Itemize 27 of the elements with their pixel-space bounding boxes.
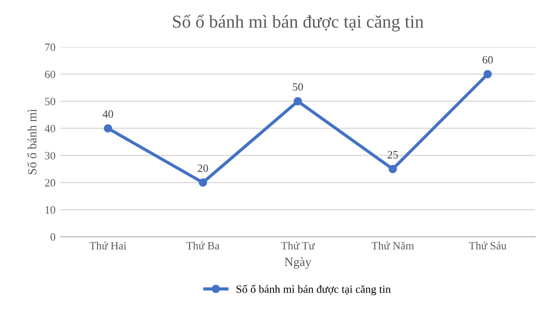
chart-title: Số ổ bánh mì bán được tại căng tin: [173, 14, 424, 32]
legend-label: Số ổ bánh mì bán được tại căng tin: [236, 284, 391, 296]
y-tick-label: 70: [45, 44, 56, 52]
y-tick-label: 60: [45, 70, 56, 78]
x-tick-label: Thứ Sáu: [468, 242, 506, 250]
point: [484, 70, 492, 78]
y-axis-title: Số ổ bánh mì: [27, 109, 36, 174]
y-tick-label: 20: [45, 179, 56, 187]
data-label: 25: [388, 150, 398, 158]
data-label: 40: [102, 110, 114, 118]
x-tick-label: Thứ Ba: [186, 242, 220, 250]
y-tick-label: 10: [46, 206, 56, 214]
y-tick-label: 0: [50, 233, 56, 241]
point: [294, 97, 302, 106]
x-tick-label: Thứ Tư: [281, 242, 315, 250]
point: [104, 124, 112, 133]
y-tick-label: 50: [45, 98, 56, 106]
data-label: 20: [198, 164, 208, 172]
y-tick-label: 40: [44, 124, 56, 132]
data-label: 60: [482, 56, 493, 64]
y-tick-label: 30: [45, 152, 56, 160]
x-tick-label: Thứ Hai: [90, 242, 126, 250]
x-axis-title: Ngày: [284, 257, 312, 269]
point: [198, 178, 208, 187]
data-label: 50: [292, 83, 303, 91]
point: [388, 164, 397, 174]
x-tick-label: Thứ Năm: [372, 242, 414, 250]
